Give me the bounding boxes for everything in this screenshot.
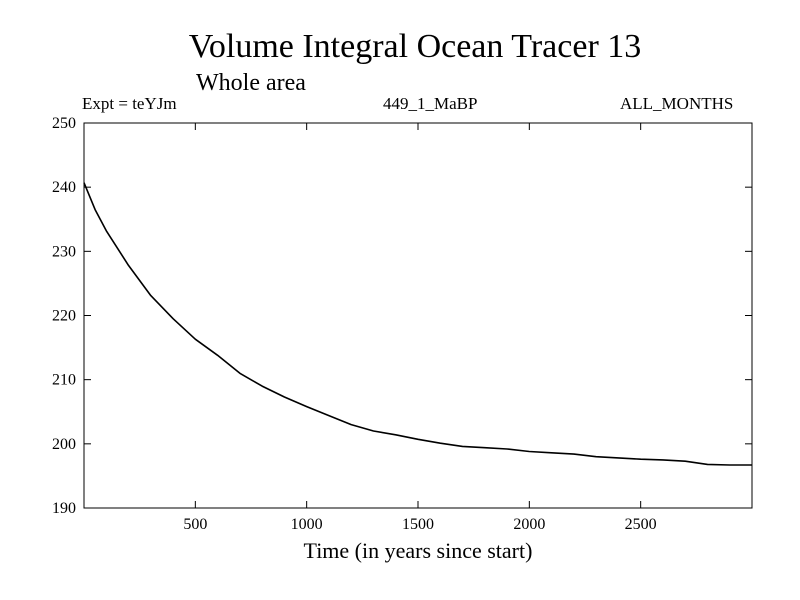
y-tick-label: 220 (52, 308, 76, 325)
x-tick-label: 1500 (402, 516, 434, 533)
axis-tick-labels: 500 1000 1500 2000 2500 190 200 210 220 230 240 250 (52, 115, 657, 533)
months-label: ALL_MONTHS (620, 94, 734, 113)
chart-subtitle: Whole area (196, 70, 306, 96)
y-tick-label: 190 (52, 500, 76, 517)
y-tick-label: 250 (52, 115, 76, 132)
x-axis-label: Time (in years since start) (303, 538, 533, 563)
y-tick-label: 200 (52, 436, 76, 453)
y-tick-label: 210 (52, 372, 76, 389)
chart-title: Volume Integral Ocean Tracer 13 (188, 28, 642, 65)
experiment-label: Expt = teYJm (82, 94, 177, 113)
x-tick-label: 2000 (513, 516, 545, 533)
y-tick-label: 230 (52, 243, 76, 260)
plot-frame (83, 122, 753, 509)
y-tick-label: 240 (52, 179, 76, 196)
x-tick-label: 2500 (625, 516, 657, 533)
series-line (83, 182, 752, 466)
axis-ticks (84, 122, 752, 509)
x-tick-label: 500 (183, 516, 207, 533)
x-tick-label: 1000 (291, 516, 323, 533)
run-label: 449_1_MaBP (383, 94, 478, 113)
